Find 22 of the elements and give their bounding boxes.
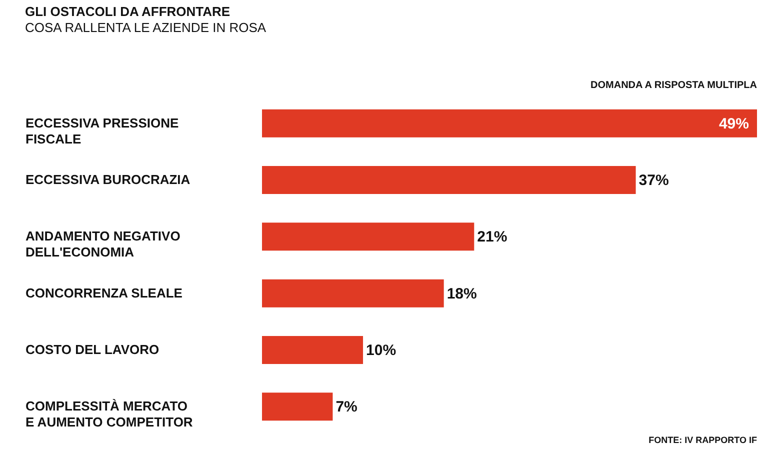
bar bbox=[262, 279, 444, 308]
bar bbox=[262, 222, 474, 251]
data-label: 49% bbox=[718, 115, 749, 132]
bar bbox=[262, 109, 757, 138]
y-tick-label: CONCORRENZA SLEALE bbox=[26, 285, 183, 300]
bar bbox=[262, 336, 364, 364]
y-tick-label: ECCESSIVA BUROCRAZIA bbox=[26, 172, 191, 187]
bar bbox=[262, 392, 333, 421]
y-tick-label: COSTO DEL LAVORO bbox=[26, 342, 160, 357]
data-label: 18% bbox=[446, 285, 477, 302]
text: COSA RALLENTA LE AZIENDE IN ROSA bbox=[25, 20, 266, 35]
text: DOMANDA A RISPOSTA MULTIPLA bbox=[590, 80, 757, 91]
annotation: FONTE: IV RAPPORTO IF bbox=[648, 435, 758, 445]
y-tick-label: ANDAMENTO NEGATIVO DELL'ECONOMIA bbox=[26, 228, 180, 260]
data-label: 10% bbox=[366, 342, 396, 359]
data-label: 21% bbox=[477, 228, 508, 246]
bar bbox=[262, 166, 636, 194]
data-label: 7% bbox=[336, 398, 358, 416]
y-tick-label: ECCESSIVA PRESSIONE FISCALE bbox=[26, 115, 179, 146]
y-tick-label: COMPLESSITÀ MERCATO E AUMENTO COMPETITOR bbox=[26, 398, 194, 430]
data-label: 37% bbox=[638, 172, 669, 189]
text: GLI OSTACOLI DA AFFRONTARE bbox=[25, 4, 230, 19]
